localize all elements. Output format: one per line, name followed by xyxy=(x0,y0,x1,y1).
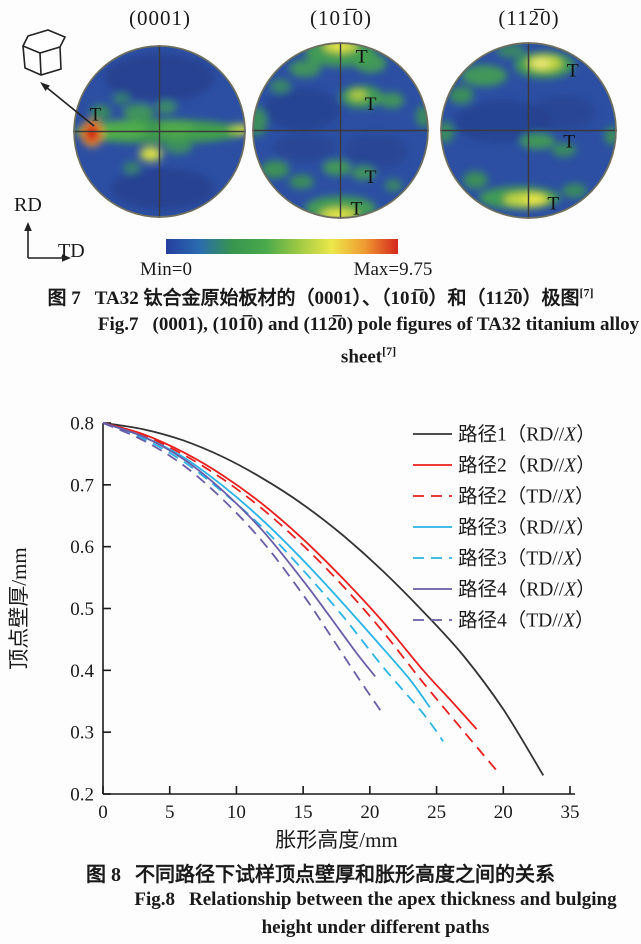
series-curve xyxy=(102,422,376,678)
legend-label: 路径3（TD//X） xyxy=(458,548,595,570)
pole-marker-T: T xyxy=(365,94,377,115)
figure7-caption-en-label: Fig.7 xyxy=(97,314,139,335)
pole-circle-outline xyxy=(440,42,617,219)
series-curve xyxy=(102,422,478,730)
figure7-caption-zh: 图 7 TA32 钛合金原始板材的（0001）、（101̅0）和（112̅0）极图… xyxy=(0,283,641,310)
series-curve xyxy=(102,422,431,708)
series-curve xyxy=(102,422,498,772)
legend-label: 路径2（RD//X） xyxy=(458,455,596,477)
series-curve xyxy=(102,422,545,776)
colorbar-min-label: Min=0 xyxy=(140,259,192,280)
series-curve xyxy=(102,422,382,712)
colorbar-gradient xyxy=(166,239,398,254)
figure7-caption-zh-text: TA32 钛合金原始板材的（0001）、（101̅0）和（112̅0）极图 xyxy=(94,288,580,309)
x-tick-label: 20 xyxy=(360,802,379,823)
x-tick-label: 0 xyxy=(98,802,108,823)
x-tick-label: 5 xyxy=(165,802,175,823)
y-tick-label: 0.3 xyxy=(70,723,94,744)
figure8-caption-en: Fig.8 Relationship between the apex thick… xyxy=(55,886,641,942)
y-tick-label: 0.6 xyxy=(70,537,94,558)
series-curve xyxy=(102,422,444,742)
legend-label: 路径4（RD//X） xyxy=(458,579,596,601)
y-tick-label: 0.7 xyxy=(70,475,94,496)
pole-marker-T: T xyxy=(90,104,102,125)
y-tick-label: 0.8 xyxy=(70,414,94,435)
x-tick-label: 35 xyxy=(561,802,580,823)
pole-figure-0001: T xyxy=(73,45,246,218)
y-tick-label: 0.4 xyxy=(70,661,94,682)
pole-figure-title-1010: (101̅0) xyxy=(310,6,372,30)
figure7-caption-en-ref: [7] xyxy=(382,344,397,358)
bulging-chart: 0 5 10 15 20 25 20 35 0.2 0.3 0.4 0.5 0.6 0.7 0.8 胀形高度/… xyxy=(7,414,596,853)
rd-td-axes-arrows xyxy=(24,222,71,262)
hexagonal-prism-icon xyxy=(21,29,67,76)
x-tick-label: 10 xyxy=(227,802,246,823)
pole-figure-title-1120: (112̅0) xyxy=(498,6,560,30)
figure7-caption-en-text: (0001), (101̅0) and (112̅0) pole figures… xyxy=(152,314,640,368)
legend-label: 路径3（RD//X） xyxy=(458,517,596,539)
figure8-caption-zh-text: 不同路径下试样顶点壁厚和胀形高度之间的关系 xyxy=(135,864,555,886)
legend-label: 路径1（RD//X） xyxy=(458,424,596,446)
legend-label: 路径4（TD//X） xyxy=(458,610,595,632)
pole-marker-T: T xyxy=(547,193,559,214)
figure7-caption-zh-ref: [7] xyxy=(579,285,594,300)
figure8-caption-zh: 图 8 不同路径下试样顶点壁厚和胀形高度之间的关系 xyxy=(0,858,641,887)
figure8-caption-en-text: Relationship between the apex thickness … xyxy=(189,889,617,938)
pole-circle-outline xyxy=(252,42,429,219)
y-tick-label: 0.5 xyxy=(70,599,94,620)
pole-marker-T: T xyxy=(356,46,368,67)
prism-pointer-arrow xyxy=(40,82,95,127)
x-axis-label: 胀形高度/mm xyxy=(275,828,398,852)
legend-label: 路径2（TD//X） xyxy=(458,486,595,508)
pole-marker-T: T xyxy=(563,131,575,152)
y-axis-label: 顶点壁厚/mm xyxy=(7,547,31,670)
pole-marker-T: T xyxy=(567,61,579,82)
y-tick-label: 0.2 xyxy=(70,785,94,806)
figure7-caption-zh-label: 图 7 xyxy=(47,288,81,309)
x-tick-label: 15 xyxy=(294,802,313,823)
figure7-caption-en: Fig.7 (0001), (101̅0) and (112̅0) pole fi… xyxy=(48,311,641,370)
pole-marker-T: T xyxy=(350,199,362,219)
pole-figure-1120: T T T xyxy=(440,42,617,219)
colorbar-max-label: Max=9.75 xyxy=(353,259,433,280)
x-tick-label: 20 xyxy=(494,802,513,823)
pole-marker-T: T xyxy=(365,167,377,188)
figure8-caption-zh-label: 图 8 xyxy=(86,864,121,886)
figure8-caption-en-label: Fig.8 xyxy=(134,889,176,910)
pole-circle-outline xyxy=(73,45,246,218)
x-tick-label: 25 xyxy=(427,802,446,823)
rd-direction-label: RD xyxy=(14,194,42,216)
pole-figure-title-0001: (0001) xyxy=(129,6,191,30)
td-direction-label: TD xyxy=(58,240,85,262)
figure7-block: (0001) (101̅0) (112̅0) xyxy=(0,0,641,395)
